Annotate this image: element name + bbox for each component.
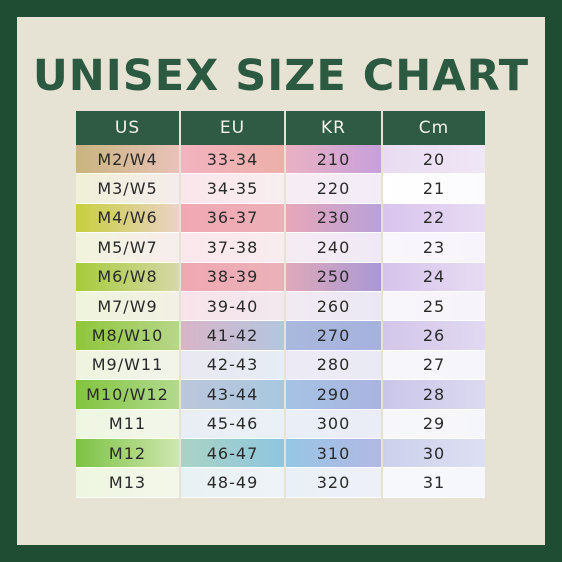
table-row: M11 45-46 300 29: [76, 409, 485, 439]
cell-us: M4/W6: [76, 203, 179, 234]
cell-kr: 320: [286, 468, 381, 498]
cell-kr: 290: [286, 380, 381, 410]
cell-cm: 31: [383, 468, 485, 498]
table-row: M4/W6 36-37 230 22: [76, 203, 485, 234]
table-body: M2/W4 33-34 210 20 M3/W5 34-35 220 21 M4/W6 36-37…: [76, 145, 485, 498]
cell-eu: 34-35: [181, 174, 284, 204]
cell-us: M7/W9: [76, 291, 179, 322]
cell-cm: 24: [383, 262, 485, 292]
cell-kr: 260: [286, 291, 381, 322]
table-header-row: US EU KR Cm: [76, 111, 485, 145]
cell-us: M13: [76, 468, 179, 498]
cell-cm: 23: [383, 233, 485, 263]
cell-kr: 250: [286, 262, 381, 292]
cell-eu: 41-42: [181, 321, 284, 351]
cell-us: M11: [76, 409, 179, 439]
header-us: US: [76, 111, 179, 145]
header-eu: EU: [181, 111, 284, 145]
cell-eu: 39-40: [181, 291, 284, 322]
cell-kr: 280: [286, 350, 381, 381]
table-row: M8/W10 41-42 270 26: [76, 321, 485, 351]
cell-cm: 21: [383, 174, 485, 204]
cell-cm: 25: [383, 291, 485, 322]
cell-cm: 22: [383, 203, 485, 234]
cell-cm: 27: [383, 350, 485, 381]
cell-us: M9/W11: [76, 350, 179, 381]
cell-us: M3/W5: [76, 174, 179, 204]
cell-eu: 37-38: [181, 233, 284, 263]
cell-eu: 48-49: [181, 468, 284, 498]
header-cm: Cm: [383, 111, 485, 145]
table-row: M12 46-47 310 30: [76, 438, 485, 469]
cell-cm: 28: [383, 380, 485, 410]
cell-kr: 270: [286, 321, 381, 351]
cell-us: M8/W10: [76, 321, 179, 351]
table-row: M3/W5 34-35 220 21: [76, 174, 485, 204]
cell-kr: 310: [286, 438, 381, 469]
cell-eu: 43-44: [181, 380, 284, 410]
cell-us: M12: [76, 438, 179, 469]
table-row: M6/W8 38-39 250 24: [76, 262, 485, 292]
page-title: UNISEX SIZE CHART: [32, 51, 530, 101]
table-row: M5/W7 37-38 240 23: [76, 233, 485, 263]
cell-us: M5/W7: [76, 233, 179, 263]
cell-cm: 29: [383, 409, 485, 439]
cell-kr: 210: [286, 145, 381, 175]
table-row: M9/W11 42-43 280 27: [76, 350, 485, 381]
cell-eu: 46-47: [181, 438, 284, 469]
header-kr: KR: [286, 111, 381, 145]
chart-card: UNISEX SIZE CHART US EU KR Cm M2/W4 33-34…: [17, 17, 545, 545]
cell-eu: 38-39: [181, 262, 284, 292]
cell-us: M10/W12: [76, 380, 179, 410]
cell-kr: 300: [286, 409, 381, 439]
cell-cm: 26: [383, 321, 485, 351]
cell-eu: 33-34: [181, 145, 284, 175]
cell-cm: 20: [383, 145, 485, 175]
table-row: M10/W12 43-44 290 28: [76, 380, 485, 410]
table-row: M13 48-49 320 31: [76, 468, 485, 498]
cell-kr: 240: [286, 233, 381, 263]
cell-kr: 230: [286, 203, 381, 234]
cell-eu: 42-43: [181, 350, 284, 381]
table-row: M2/W4 33-34 210 20: [76, 145, 485, 175]
cell-us: M6/W8: [76, 262, 179, 292]
table-row: M7/W9 39-40 260 25: [76, 291, 485, 322]
cell-us: M2/W4: [76, 145, 179, 175]
cell-cm: 30: [383, 438, 485, 469]
size-table: US EU KR Cm M2/W4 33-34 210 20 M3/W5 34-35 220…: [76, 111, 485, 498]
cell-kr: 220: [286, 174, 381, 204]
cell-eu: 36-37: [181, 203, 284, 234]
cell-eu: 45-46: [181, 409, 284, 439]
